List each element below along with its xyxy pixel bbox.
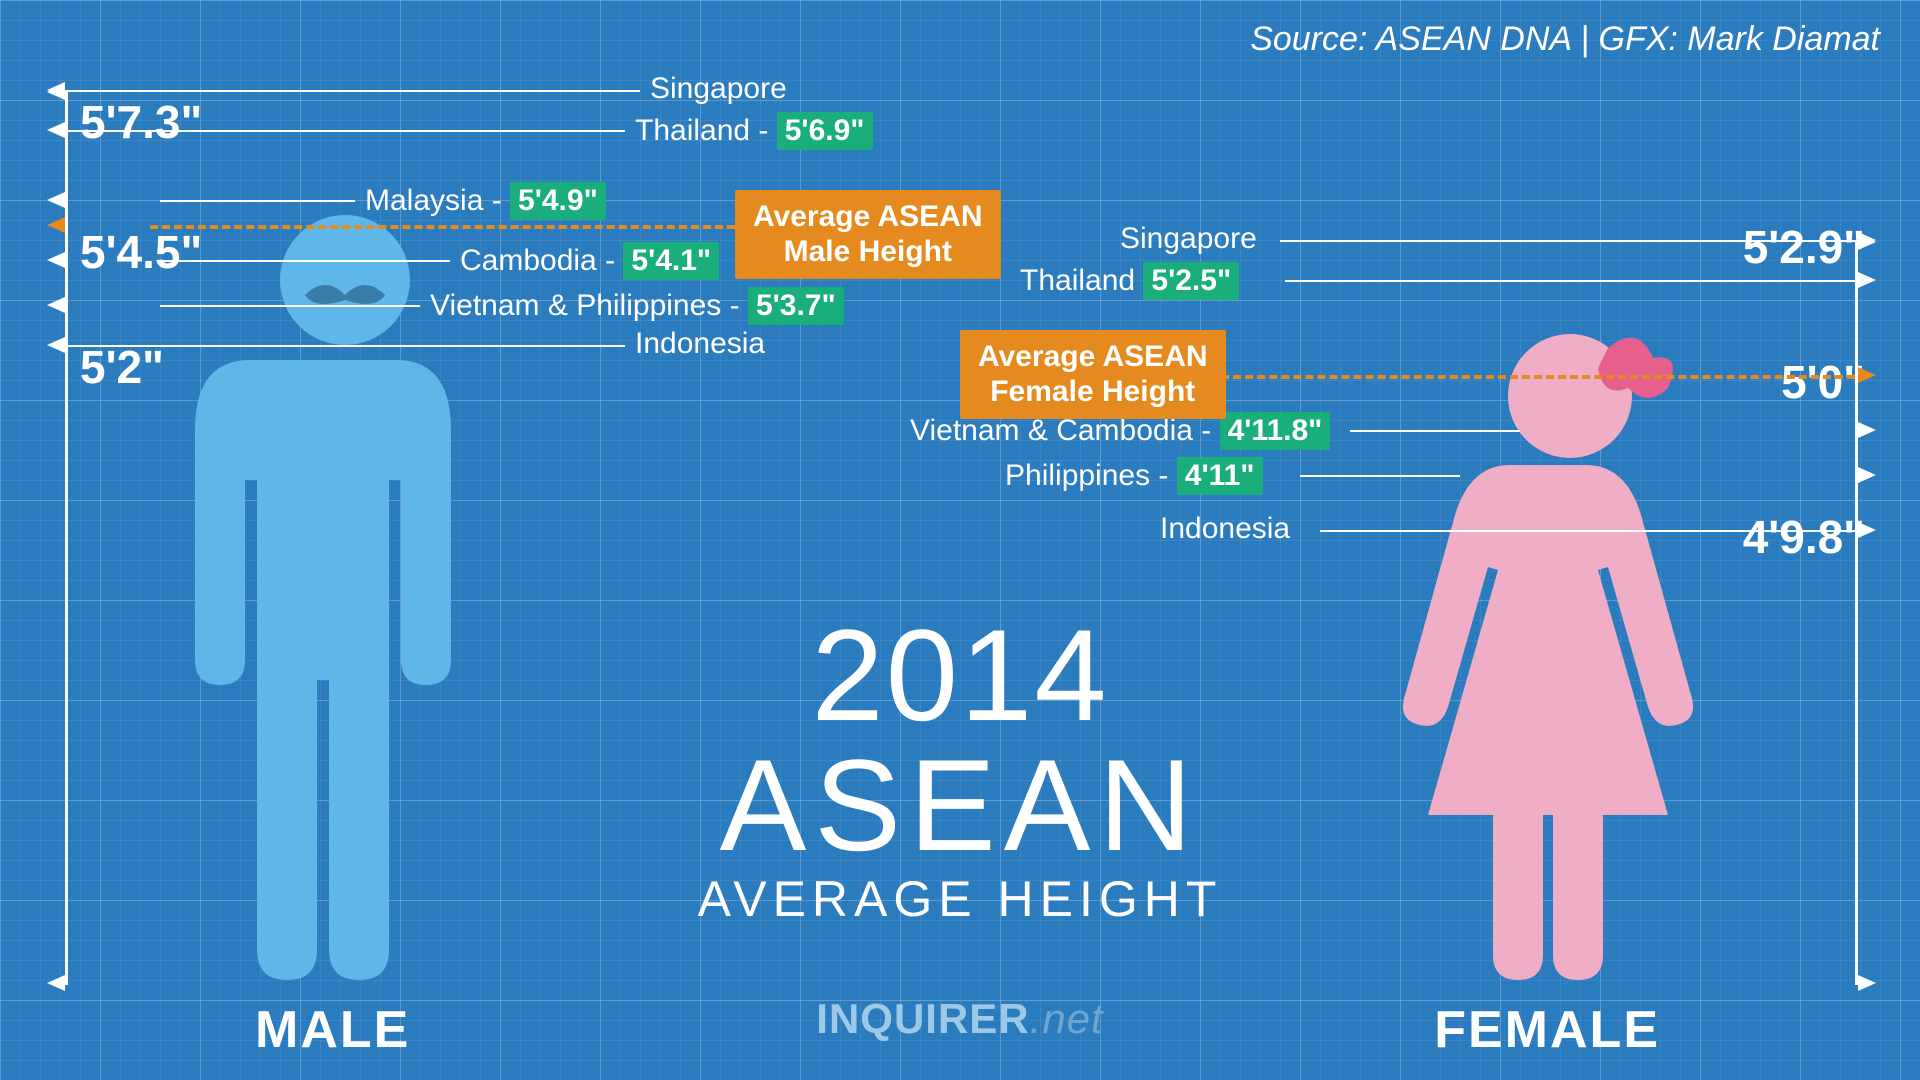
- female-axis-arrow-bot: [1858, 975, 1876, 991]
- source-text: Source: ASEAN DNA | GFX: Mark Diamat: [1250, 20, 1880, 59]
- male-countries-label-5: Indonesia: [635, 327, 765, 361]
- female-tick-2: 4'9.8": [1743, 510, 1865, 564]
- publisher-domain: .net: [1030, 995, 1104, 1042]
- country-name: Indonesia: [635, 327, 765, 360]
- female-countries-label-3: Philippines - 4'11": [1005, 457, 1263, 495]
- country-name: Singapore: [1120, 222, 1257, 255]
- female-axis: [1855, 240, 1858, 985]
- female-countries-line-4: [1320, 530, 1855, 532]
- country-name: Cambodia -: [460, 244, 623, 277]
- male-countries-label-0: Singapore: [650, 72, 787, 106]
- male-tick-1: 5'4.5": [80, 225, 202, 279]
- country-name: Philippines -: [1005, 459, 1177, 492]
- country-name: Vietnam & Philippines -: [430, 289, 748, 322]
- male-countries-arrow-4: [47, 297, 65, 313]
- male-countries-arrow-1: [47, 122, 65, 138]
- male-tick-0: 5'7.3": [80, 95, 202, 149]
- female-countries-arrow-4: [1858, 522, 1876, 538]
- male-avg-arrow: [47, 217, 65, 233]
- country-name: Thailand -: [635, 114, 777, 147]
- male-countries-line-1: [65, 130, 625, 132]
- female-countries-label-1: Thailand 5'2.5": [1020, 262, 1239, 300]
- male-avg-box: Average ASEAN Male Height: [735, 190, 1001, 279]
- male-countries-arrow-3: [47, 252, 65, 268]
- male-axis: [65, 90, 68, 985]
- female-tick-1: 5'0": [1781, 355, 1865, 409]
- male-countries-line-0: [65, 90, 640, 92]
- male-countries-line-5: [65, 345, 625, 347]
- title-year: 2014: [698, 600, 1223, 750]
- female-countries-line-3: [1300, 475, 1460, 477]
- height-badge: 5'6.9": [777, 112, 873, 150]
- country-name: Singapore: [650, 72, 787, 105]
- male-avg-label: Average ASEAN Male Height: [753, 200, 983, 268]
- male-countries-arrow-5: [47, 337, 65, 353]
- publisher-name: INQUIRER: [816, 995, 1029, 1042]
- title-asean: ASEAN: [698, 730, 1223, 880]
- female-countries-arrow-2: [1858, 422, 1876, 438]
- male-axis-arrow-bot: [47, 975, 65, 991]
- height-badge: 5'3.7": [748, 287, 844, 325]
- country-name: Thailand: [1020, 264, 1143, 297]
- male-avg-line: [150, 225, 735, 229]
- male-countries-label-1: Thailand - 5'6.9": [635, 112, 873, 150]
- male-label: MALE: [255, 1000, 410, 1060]
- female-countries-arrow-3: [1858, 467, 1876, 483]
- female-countries-arrow-0: [1858, 232, 1876, 248]
- female-label: FEMALE: [1434, 1000, 1660, 1060]
- female-avg-arrow: [1858, 367, 1876, 383]
- female-countries-line-0: [1280, 240, 1855, 242]
- height-badge: 4'11": [1177, 457, 1263, 495]
- title-block: 2014 ASEAN AVERAGE HEIGHT: [698, 600, 1223, 928]
- male-countries-line-4: [160, 305, 420, 307]
- female-countries-label-4: Indonesia: [1160, 512, 1290, 546]
- male-countries-arrow-0: [47, 82, 65, 98]
- female-countries-label-0: Singapore: [1120, 222, 1257, 256]
- male-tick-2: 5'2": [80, 340, 164, 394]
- title-sub: AVERAGE HEIGHT: [698, 870, 1223, 928]
- female-figure-icon: [1390, 330, 1750, 990]
- male-countries-label-3: Cambodia - 5'4.1": [460, 242, 719, 280]
- male-countries-label-2: Malaysia - 5'4.9": [365, 182, 606, 220]
- female-countries-line-1: [1285, 280, 1855, 282]
- publisher: INQUIRER.net: [816, 995, 1103, 1043]
- country-name: Malaysia -: [365, 184, 510, 217]
- country-name: Indonesia: [1160, 512, 1290, 545]
- height-badge: 5'4.1": [623, 242, 719, 280]
- female-countries-line-2: [1350, 430, 1520, 432]
- female-tick-0: 5'2.9": [1743, 220, 1865, 274]
- female-countries-arrow-1: [1858, 272, 1876, 288]
- height-badge: 5'2.5": [1143, 262, 1239, 300]
- height-badge: 4'11.8": [1220, 412, 1331, 450]
- male-countries-label-4: Vietnam & Philippines - 5'3.7": [430, 287, 844, 325]
- male-countries-line-3: [160, 260, 450, 262]
- female-avg-box: Average ASEAN Female Height: [960, 330, 1226, 419]
- male-countries-line-2: [160, 200, 355, 202]
- female-avg-line: [1185, 375, 1855, 379]
- female-avg-label: Average ASEAN Female Height: [978, 340, 1208, 408]
- male-countries-arrow-2: [47, 192, 65, 208]
- male-figure-icon: [170, 210, 520, 990]
- height-badge: 5'4.9": [510, 182, 606, 220]
